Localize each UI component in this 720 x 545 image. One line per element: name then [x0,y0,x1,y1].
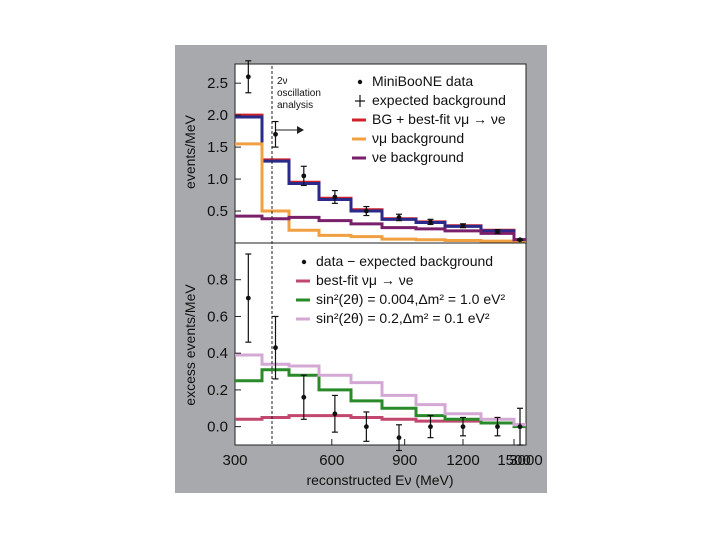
bottom-data-point-0 [245,295,251,301]
top-data-point-2 [301,173,307,179]
bottom-data-point-9 [517,424,523,430]
top-data-point-1 [273,131,278,137]
xtick-label-4: 1500 [497,452,530,469]
top-ytick-label-3: 2.0 [207,107,228,124]
top-data-point-8 [495,229,500,234]
bottom-ytick-label-2: 0.4 [207,345,228,362]
xtick-label-0: 300 [222,452,247,469]
xtick-label-3: 1200 [446,452,479,469]
bottom-legend-label-0: data − expected background [316,253,493,269]
bottom-ytick-label-4: 0.8 [207,272,228,289]
annotation-line-2: oscillation [277,88,321,99]
xtick-label-1: 600 [319,452,344,469]
annotation-line-3: analysis [277,100,313,111]
top-ytick-label-1: 1.0 [207,171,228,188]
top-legend-label-4: νe background [372,149,464,165]
top-series-2-step [235,142,526,244]
top-legend-label-1: expected background [372,92,506,108]
top-data-point-0 [245,74,251,80]
bottom-legend-label-1: best-fit νμ → νe [316,272,414,288]
top-legend: MiniBooNE data expected background BG + be… [352,73,506,165]
annotation-arrowhead [297,126,304,134]
top-data-point-6 [428,219,433,225]
bottom-data-point-5 [396,435,402,441]
bottom-data-point-2 [301,394,307,400]
top-y-axis-label: events/MeV [182,114,198,189]
bottom-ytick-label-0: 0.0 [207,419,228,436]
bottom-ytick-label-1: 0.2 [207,382,228,399]
top-plot: 0.5 1.0 1.5 2.0 2.5 events/MeV 2ν oscillatio… [182,60,527,244]
x-axis-label: reconstructed Eν (MeV) [306,472,453,488]
top-data-point-9 [517,237,523,243]
top-series-3-step [235,214,526,242]
bottom-data-point-1 [273,345,278,351]
bottom-data-point-7 [460,424,466,430]
bottom-series-2-step [235,353,526,427]
bottom-data-point-6 [428,424,433,430]
legend-dot-symbol-0 [301,259,307,265]
xtick-label-5: 3000 [509,452,542,469]
bottom-data-point-3 [332,411,338,417]
annotation-line-1: 2ν [277,76,288,87]
bottom-series-1-step [235,368,526,429]
bottom-legend-label-2: sin²(2θ) = 0.004,Δm² = 1.0 eV² [316,291,505,307]
top-legend-label-0: MiniBooNE data [372,73,473,89]
bottom-ytick-label-3: 0.6 [207,308,228,325]
top-data-point-7 [460,223,466,229]
bottom-plot-area [234,242,527,446]
top-legend-label-2: BG + best-fit νμ → νe [372,111,506,127]
top-data-point-4 [363,208,369,214]
oscillation-annotation: 2ν oscillation analysis [276,76,321,134]
top-ytick-label-4: 2.5 [207,75,228,92]
top-ytick-label-2: 1.5 [207,139,228,156]
legend-dot-symbol-0 [357,79,363,85]
top-data-point-3 [332,194,338,200]
xtick-label-2: 900 [392,452,417,469]
bottom-legend: data − expected background best-fit νμ → … [296,253,505,326]
bottom-legend-label-3: sin²(2θ) = 0.2,Δm² = 0.1 eV² [316,310,490,326]
top-data-point-5 [396,215,402,220]
top-legend-label-3: νμ background [372,130,464,146]
bottom-data-point-8 [495,424,500,430]
bottom-data-point-4 [363,424,369,430]
bottom-y-axis-label: excess events/MeV [182,284,198,406]
top-ytick-label-0: 0.5 [207,203,228,220]
